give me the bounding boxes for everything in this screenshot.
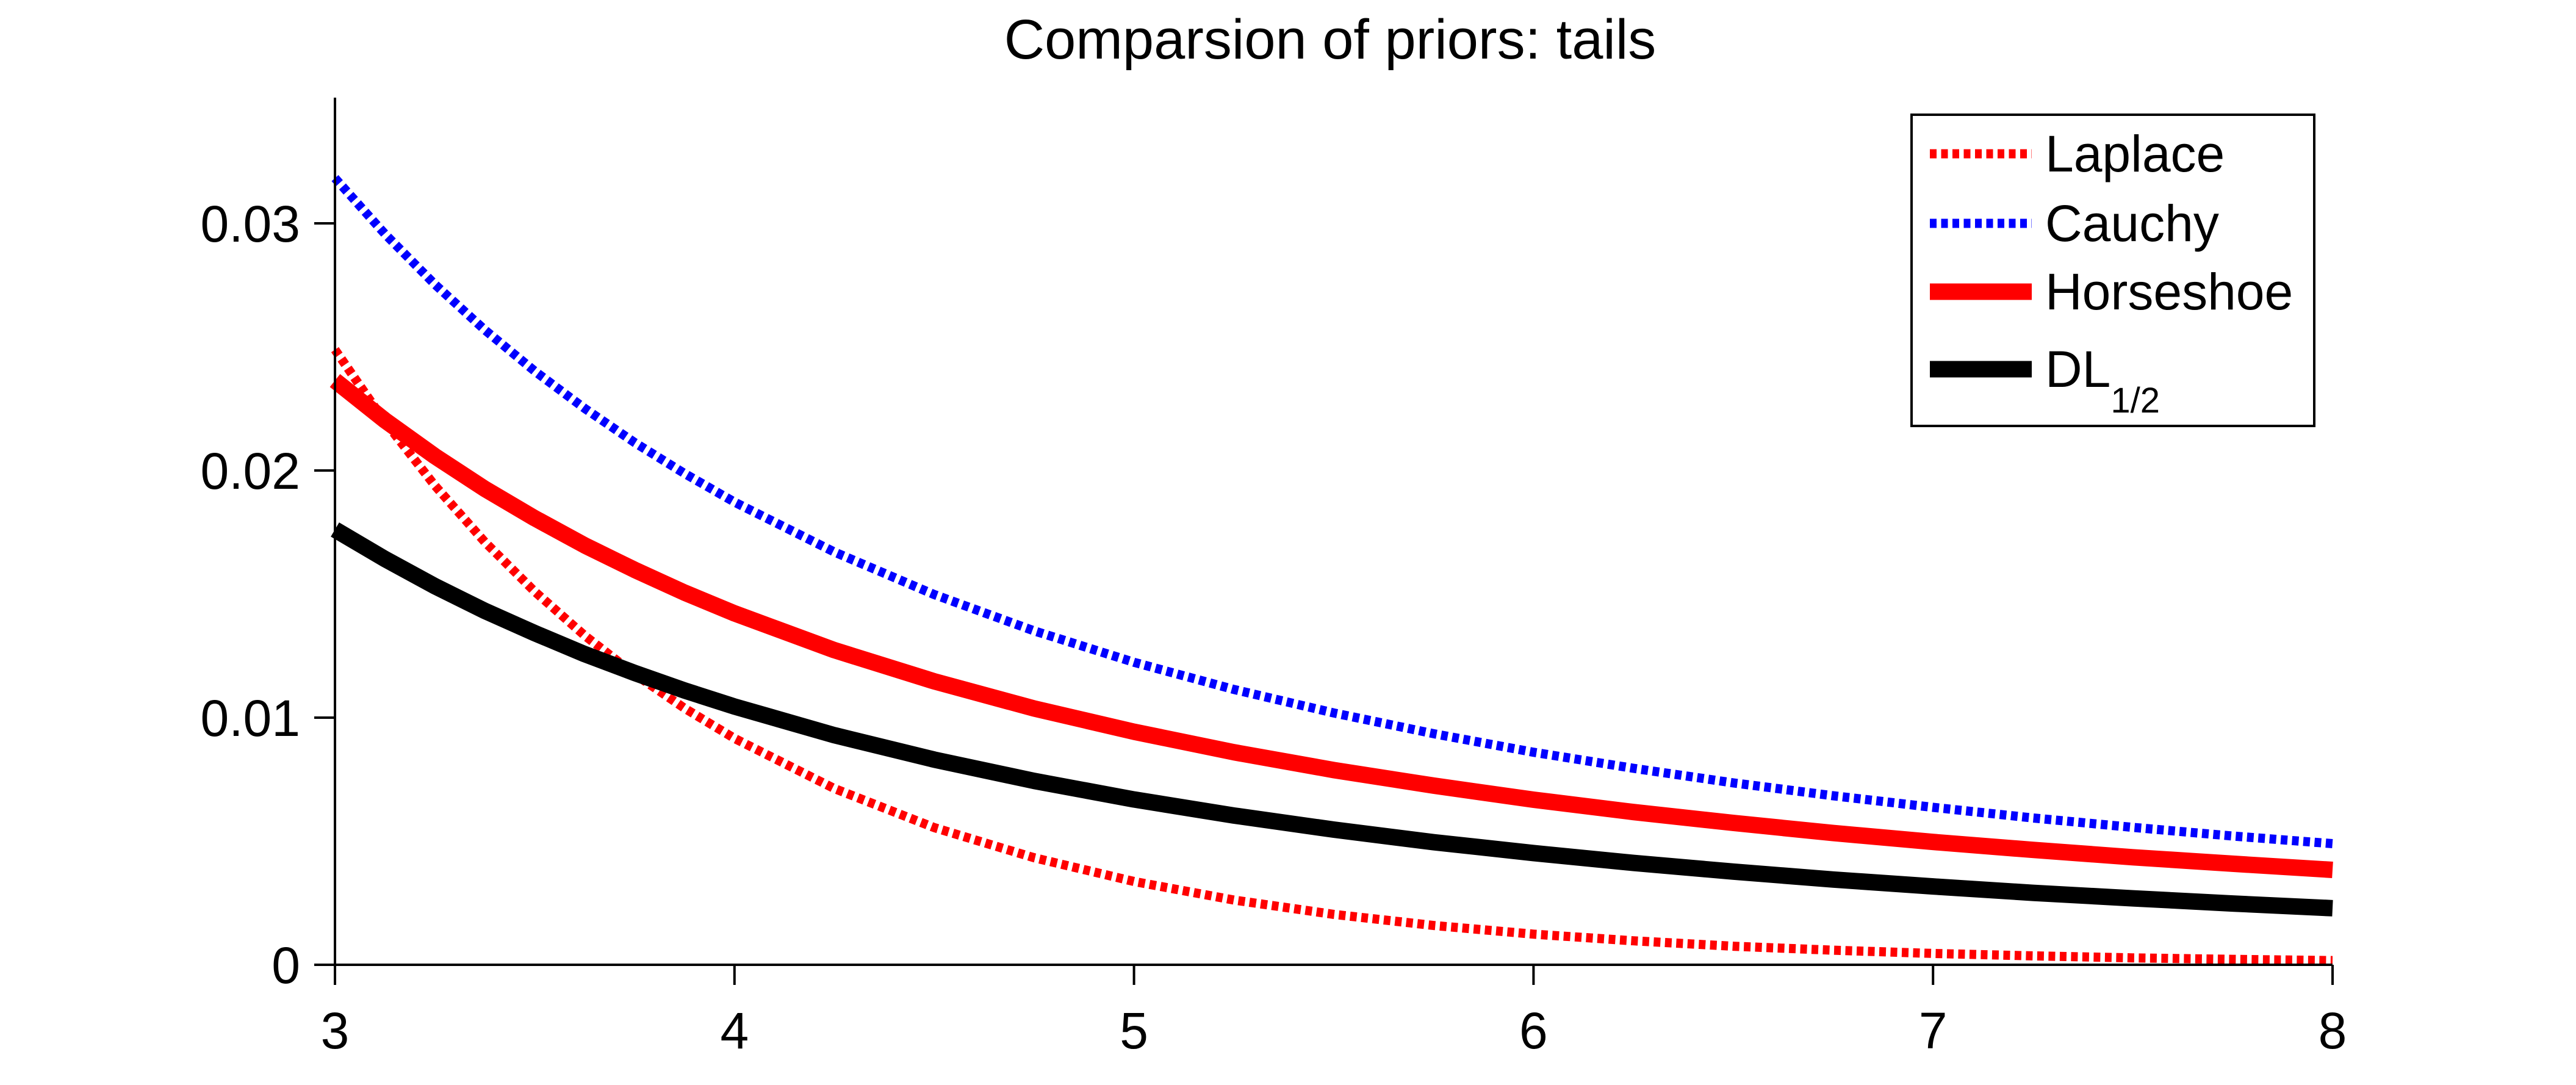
horseshoe-legend-label: Horseshoe [2045, 263, 2293, 320]
x-ticks-group: 3 4 5 6 7 8 [321, 965, 2347, 1059]
x-tick-label: 7 [1919, 1002, 1948, 1059]
legend: Laplace Cauchy Horseshoe DL1/2 [1910, 114, 2315, 427]
dl-half-legend-label-main: DL [2045, 341, 2110, 398]
x-tick-label: 5 [1120, 1002, 1148, 1059]
cauchy-curve [331, 175, 2333, 848]
chart-title: Comparsion of priors: tails [1004, 9, 1657, 71]
dl-half-legend-label-sub: 1/2 [2110, 381, 2160, 420]
x-tick-label: 6 [1519, 1002, 1548, 1059]
x-tick-label: 8 [2319, 1002, 2347, 1059]
y-tick-label: 0.02 [201, 442, 301, 500]
x-tick-label: 3 [321, 1002, 350, 1059]
dl-half-curve [331, 522, 2333, 917]
axes-group: 3 4 5 6 7 8 0 0.01 0.02 0.03 [201, 98, 2347, 1059]
y-tick-label: 0.03 [201, 195, 301, 253]
laplace-legend-label: Laplace [2045, 125, 2225, 182]
cauchy-legend-label: Cauchy [2045, 195, 2219, 252]
horseshoe-curve [329, 374, 2333, 878]
y-tick-label: 0.01 [201, 690, 301, 747]
curves-group [329, 175, 2333, 965]
y-tick-label: 0 [272, 937, 300, 994]
legend-entries-group: Laplace Cauchy Horseshoe DL1/2 [1930, 125, 2293, 420]
dl-half-legend-label: DL1/2 [2045, 341, 2160, 420]
x-tick-label: 4 [720, 1002, 749, 1059]
y-ticks-group: 0 0.01 0.02 0.03 [201, 195, 335, 994]
